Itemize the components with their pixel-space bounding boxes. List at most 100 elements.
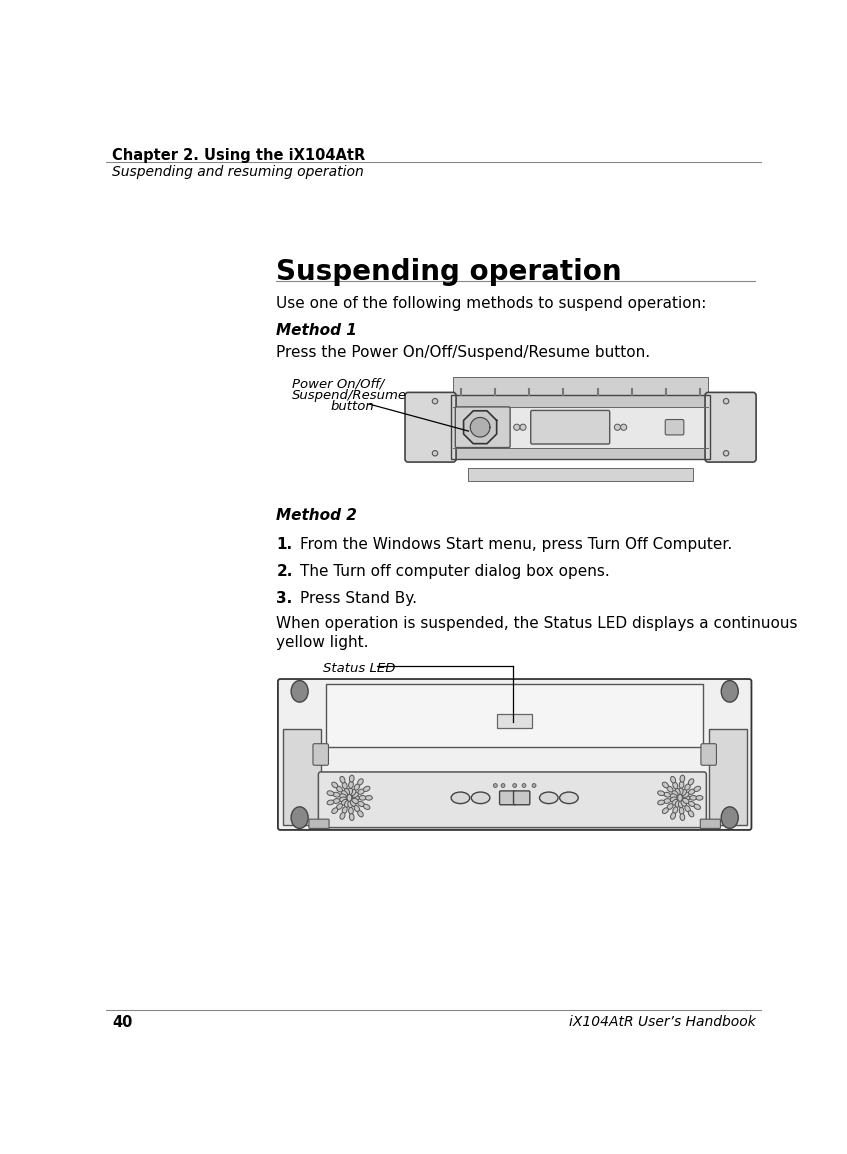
Ellipse shape (358, 789, 364, 794)
Ellipse shape (684, 784, 690, 790)
Ellipse shape (451, 792, 470, 803)
Ellipse shape (351, 800, 356, 807)
Ellipse shape (689, 801, 695, 807)
Ellipse shape (352, 799, 358, 803)
FancyBboxPatch shape (531, 411, 610, 444)
Ellipse shape (291, 807, 308, 829)
Ellipse shape (357, 779, 363, 785)
Ellipse shape (675, 801, 680, 808)
Text: From the Windows Start menu, press Turn Off Computer.: From the Windows Start menu, press Turn … (300, 538, 732, 553)
Ellipse shape (684, 795, 690, 800)
Ellipse shape (672, 800, 678, 805)
FancyBboxPatch shape (513, 790, 530, 804)
Bar (453, 377, 708, 396)
Ellipse shape (354, 784, 360, 790)
Ellipse shape (327, 790, 334, 795)
Ellipse shape (664, 793, 671, 797)
Circle shape (723, 450, 728, 456)
Ellipse shape (679, 781, 684, 788)
Ellipse shape (341, 800, 347, 805)
Bar (709, 729, 747, 825)
Ellipse shape (657, 790, 665, 795)
Text: Method 1: Method 1 (276, 323, 357, 338)
Ellipse shape (336, 803, 342, 809)
Bar (451, 396, 710, 459)
Circle shape (512, 784, 517, 787)
Ellipse shape (672, 790, 678, 796)
Ellipse shape (363, 786, 370, 792)
Ellipse shape (341, 790, 347, 796)
Polygon shape (463, 411, 496, 443)
Ellipse shape (662, 808, 668, 814)
Ellipse shape (348, 788, 352, 795)
Ellipse shape (345, 788, 350, 795)
Ellipse shape (327, 800, 334, 804)
Circle shape (493, 784, 497, 787)
Ellipse shape (694, 804, 700, 809)
Ellipse shape (683, 799, 689, 803)
Text: Status LED: Status LED (323, 662, 396, 675)
Ellipse shape (680, 814, 684, 820)
Ellipse shape (667, 786, 673, 792)
Bar (451, 396, 710, 459)
Ellipse shape (684, 805, 690, 811)
Text: 3.: 3. (276, 591, 292, 606)
Ellipse shape (689, 779, 694, 785)
Ellipse shape (664, 799, 671, 803)
FancyBboxPatch shape (456, 407, 510, 448)
Text: button: button (330, 400, 374, 413)
Ellipse shape (657, 800, 665, 804)
Ellipse shape (471, 792, 490, 803)
Bar (283, 729, 321, 825)
Ellipse shape (667, 803, 673, 809)
Ellipse shape (342, 807, 347, 814)
Bar (497, 714, 532, 728)
Ellipse shape (673, 807, 678, 814)
Text: Suspend/Resume: Suspend/Resume (292, 389, 407, 402)
Circle shape (614, 425, 621, 430)
Ellipse shape (340, 794, 346, 799)
Ellipse shape (336, 786, 342, 792)
Ellipse shape (681, 789, 687, 795)
Text: Use one of the following methods to suspend operation:: Use one of the following methods to susp… (276, 297, 706, 312)
Ellipse shape (689, 789, 695, 794)
FancyBboxPatch shape (318, 772, 706, 827)
Text: iX104AtR User’s Handbook: iX104AtR User’s Handbook (569, 1014, 756, 1028)
Text: Press Stand By.: Press Stand By. (300, 591, 417, 606)
FancyBboxPatch shape (700, 819, 721, 829)
Circle shape (432, 450, 438, 456)
Ellipse shape (352, 795, 359, 800)
Ellipse shape (333, 799, 340, 803)
Circle shape (621, 425, 627, 430)
Text: Method 2: Method 2 (276, 508, 357, 523)
Circle shape (723, 398, 728, 404)
Ellipse shape (678, 801, 684, 808)
Ellipse shape (349, 808, 353, 815)
Ellipse shape (333, 793, 340, 797)
Ellipse shape (340, 812, 345, 819)
Bar (451, 448, 710, 459)
Circle shape (532, 784, 536, 787)
FancyBboxPatch shape (405, 392, 456, 462)
Ellipse shape (679, 808, 684, 815)
Text: Chapter 2. Using the iX104AtR: Chapter 2. Using the iX104AtR (112, 148, 365, 163)
Text: Power On/Off/: Power On/Off/ (292, 377, 385, 390)
Text: 40: 40 (112, 1014, 132, 1029)
Ellipse shape (671, 777, 676, 784)
Polygon shape (470, 418, 490, 437)
Ellipse shape (352, 792, 358, 797)
Ellipse shape (670, 797, 677, 802)
Ellipse shape (722, 681, 739, 702)
Ellipse shape (671, 812, 676, 819)
Ellipse shape (678, 788, 684, 795)
Ellipse shape (349, 814, 354, 820)
Ellipse shape (673, 782, 678, 789)
Circle shape (432, 398, 438, 404)
Ellipse shape (349, 781, 353, 788)
Ellipse shape (683, 792, 689, 797)
Ellipse shape (680, 775, 684, 782)
Ellipse shape (340, 797, 346, 802)
FancyBboxPatch shape (500, 790, 516, 804)
Text: The Turn off computer dialog box opens.: The Turn off computer dialog box opens. (300, 564, 609, 579)
Text: yellow light.: yellow light. (276, 635, 369, 650)
